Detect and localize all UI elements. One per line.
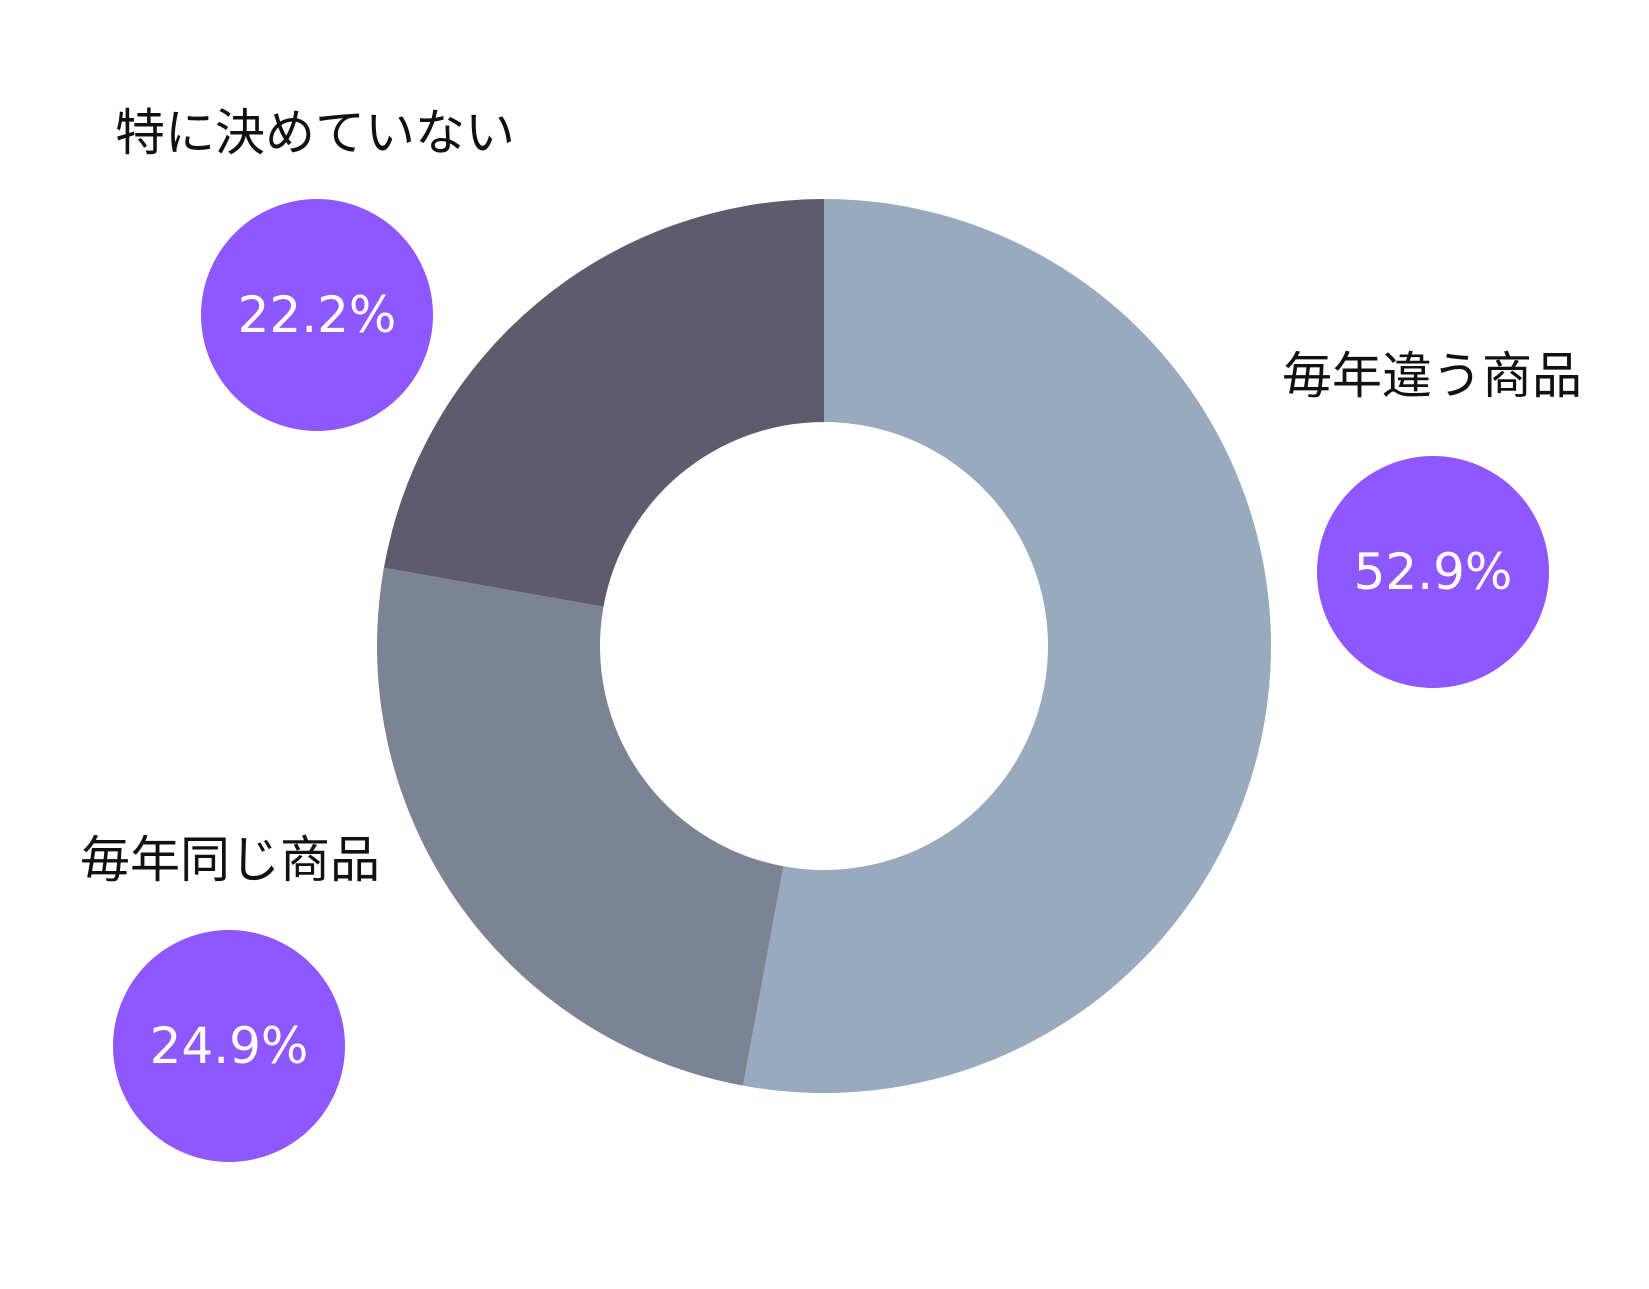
value-label-3: 22.2%: [238, 286, 397, 344]
donut-slice-3: [383, 199, 824, 607]
donut-slice-2: [377, 567, 784, 1086]
donut-slices: [377, 199, 1272, 1093]
value-badge-1: [1317, 456, 1549, 688]
value-badge-2: [113, 930, 345, 1162]
value-badges: 52.9% 24.9% 22.2%: [113, 199, 1549, 1162]
value-badge-3: [201, 199, 433, 431]
category-label-1: 毎年違う商品: [1282, 347, 1582, 405]
value-label-1: 52.9%: [1354, 543, 1513, 601]
category-label-2: 毎年同じ商品: [80, 831, 380, 889]
category-label-3: 特に決めていない: [115, 104, 515, 162]
value-label-2: 24.9%: [150, 1017, 309, 1075]
donut-slice-1: [743, 199, 1272, 1093]
